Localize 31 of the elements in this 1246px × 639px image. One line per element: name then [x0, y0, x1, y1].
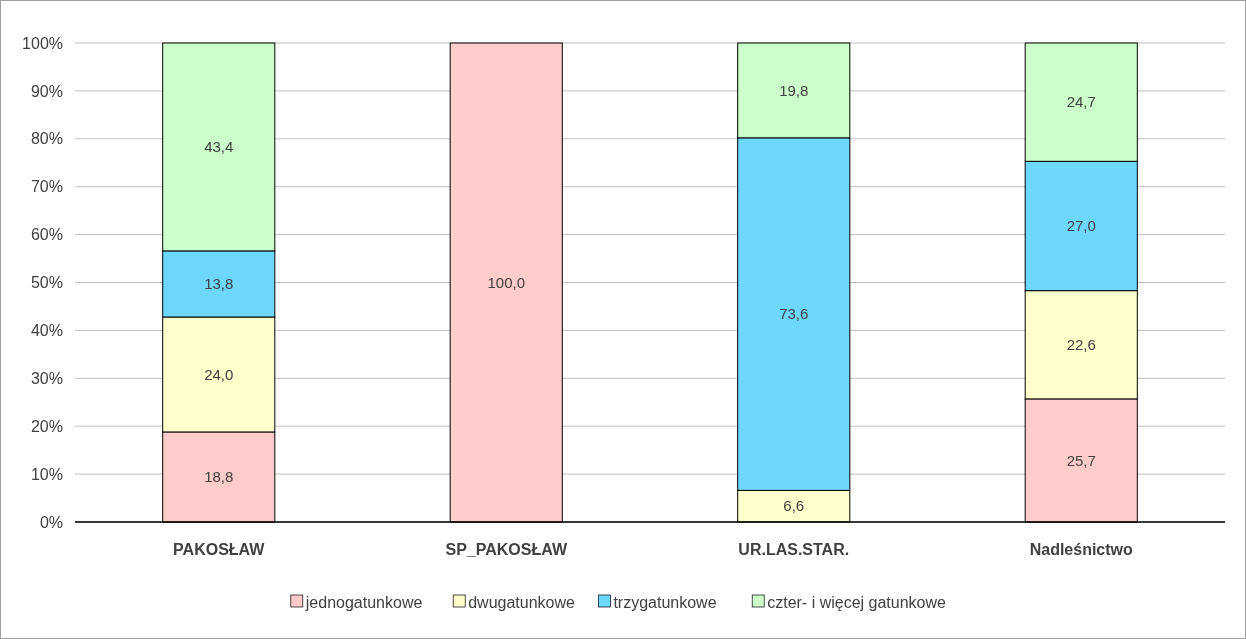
data-label: 25,7 [1066, 451, 1096, 469]
y-tick-label: 90% [30, 82, 63, 100]
data-label: 24,0 [204, 365, 234, 383]
data-label: 100,0 [487, 273, 526, 291]
data-label: 73,6 [779, 305, 809, 323]
y-tick-label: 40% [30, 322, 63, 339]
data-label: 22,6 [1066, 336, 1096, 354]
legend-label: trzygatunkowe [613, 593, 717, 611]
data-label: 13,8 [204, 275, 234, 293]
data-label: 19,8 [779, 81, 809, 99]
y-tick-label: 50% [30, 274, 63, 292]
x-tick-label: PAKOSŁAW [173, 541, 266, 558]
y-tick-label: 20% [30, 417, 63, 435]
legend-label: dwugatunkowe [468, 593, 576, 611]
data-label: 24,7 [1066, 93, 1096, 111]
data-label: 43,4 [204, 138, 234, 156]
legend-label: jednogatunkowe [304, 593, 423, 611]
y-tick-label: 30% [30, 369, 63, 387]
x-tick-label: SP_PAKOSŁAW [445, 541, 568, 558]
x-tick-label: Nadleśnictwo [1029, 541, 1134, 558]
y-tick-label: 60% [30, 226, 63, 244]
legend-label: czter- i więcej gatunkowe [767, 593, 947, 611]
y-tick-label: 0% [39, 513, 63, 531]
y-tick-label: 80% [30, 130, 63, 148]
y-tick-label: 70% [30, 178, 63, 196]
data-label: 6,6 [783, 497, 805, 515]
y-tick-label: 100% [22, 34, 63, 52]
data-label: 27,0 [1066, 217, 1096, 235]
x-tick-label: UR.LAS.STAR. [738, 541, 850, 558]
data-label: 18,8 [204, 468, 234, 486]
y-tick-label: 10% [30, 465, 63, 483]
